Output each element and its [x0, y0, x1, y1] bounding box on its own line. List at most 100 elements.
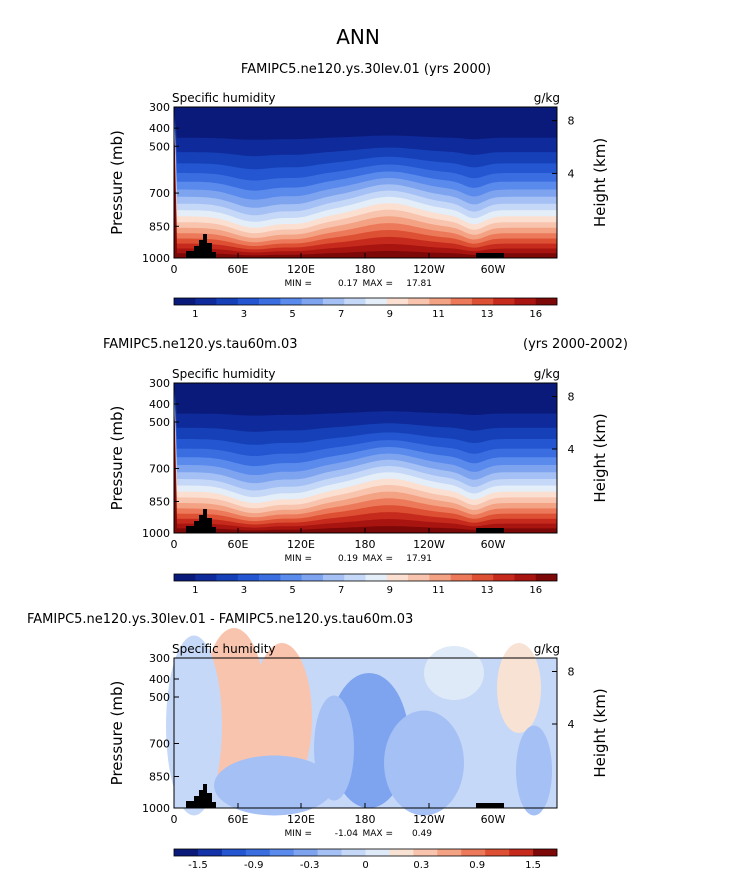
terrain-tibet: [186, 784, 216, 808]
y-right-tick-label: 4: [568, 443, 575, 456]
colorbar-swatch: [413, 849, 438, 856]
x-tick-label: 60E: [228, 263, 249, 276]
min-label: MIN =: [284, 829, 312, 839]
min-value: 0.19: [338, 554, 358, 564]
colorbar-swatch: [280, 298, 302, 305]
y-tick-label: 400: [149, 122, 170, 135]
colorbar-swatch: [429, 574, 451, 581]
y-axis-label: Pressure (mb): [108, 681, 126, 786]
colorbar-swatch: [344, 574, 366, 581]
colorbar-swatch: [365, 574, 388, 581]
x-tick-label: 120E: [287, 813, 315, 826]
colorbar-swatch: [514, 574, 537, 581]
colorbar-tick-label: 0: [362, 860, 368, 871]
colorbar-swatch: [174, 298, 196, 305]
colorbar-swatch: [509, 849, 534, 856]
colorbar-swatch: [197, 849, 223, 856]
colorbar-tick-label: 7: [338, 585, 344, 596]
colorbar-swatch: [174, 574, 196, 581]
colorbar-swatch: [195, 298, 217, 305]
x-tick-label: 180: [355, 538, 376, 551]
colorbar-tick-label: -0.3: [300, 860, 320, 871]
y-tick-label: 1000: [142, 252, 170, 265]
colorbar-tick-label: -1.5: [188, 860, 208, 871]
y-right-tick-label: 8: [568, 115, 575, 128]
colorbar-frame: [173, 297, 558, 306]
colorbar-swatch: [216, 574, 239, 581]
panel-title-right: (yrs 2000-2002): [523, 337, 628, 352]
x-tick-label: 0: [171, 813, 178, 826]
panel-2: FAMIPC5.ne120.ys.tau60m.03 (yrs 2000-2002…: [103, 337, 628, 596]
min-value: 0.17: [338, 279, 358, 289]
y-tick-label: 300: [149, 652, 170, 665]
colorbar-swatch: [437, 849, 462, 856]
y-tick-label: 1000: [142, 527, 170, 540]
contour-band: [174, 383, 557, 416]
colorbar-tick-label: 13: [481, 585, 494, 596]
colorbar-swatch: [365, 298, 388, 305]
units-label: g/kg: [534, 367, 560, 381]
y-tick-label: 850: [149, 771, 170, 784]
y-tick-label: 850: [149, 220, 170, 233]
colorbar-tick-label: 16: [529, 585, 542, 596]
y-tick-label: 400: [149, 673, 170, 686]
y-tick-label: 700: [149, 463, 170, 476]
colorbar-swatch: [317, 849, 342, 856]
colorbar-tick-label: 0.3: [413, 860, 429, 871]
y-axis-right-label: Height (km): [591, 413, 609, 502]
colorbar-swatch: [471, 574, 494, 581]
max-value: 17.91: [406, 554, 432, 564]
colorbar-swatch: [429, 298, 451, 305]
colorbar-tick-label: 11: [432, 585, 445, 596]
y-right-tick-label: 8: [568, 391, 575, 404]
max-value: 0.49: [412, 829, 432, 839]
colorbar-swatch: [221, 849, 247, 856]
colorbar-swatch: [237, 298, 260, 305]
x-tick-label: 180: [355, 263, 376, 276]
x-tick-label: 60W: [481, 813, 506, 826]
terrain-andes: [476, 253, 504, 258]
colorbar-swatch: [461, 849, 486, 856]
contour-region: [252, 643, 312, 793]
colorbar-tick-label: 3: [241, 309, 247, 320]
variable-label: Specific humidity: [172, 367, 276, 381]
colorbar-swatch: [493, 574, 515, 581]
panel-title: FAMIPC5.ne120.ys.30lev.01 (yrs 2000): [241, 62, 491, 77]
colorbar-swatch: [365, 849, 390, 856]
panel-title: FAMIPC5.ne120.ys.30lev.01 - FAMIPC5.ne12…: [27, 612, 413, 627]
min-value: -1.04: [335, 829, 359, 839]
colorbar-swatch: [237, 574, 260, 581]
colorbar-swatch: [450, 298, 473, 305]
terrain-tibet: [186, 234, 216, 258]
x-tick-label: 60W: [481, 538, 506, 551]
colorbar-swatch: [280, 574, 302, 581]
terrain-andes: [476, 528, 504, 533]
colorbar-swatch: [535, 298, 558, 305]
colorbar-swatch: [269, 849, 294, 856]
colorbar-swatch: [493, 298, 515, 305]
x-tick-label: 60E: [228, 813, 249, 826]
panel-title: FAMIPC5.ne120.ys.tau60m.03: [103, 337, 298, 352]
colorbar-tick-label: 9: [387, 585, 393, 596]
contour-region: [384, 710, 464, 816]
variable-label: Specific humidity: [172, 91, 276, 105]
colorbar-tick-label: 7: [338, 309, 344, 320]
y-axis-label: Pressure (mb): [108, 130, 126, 235]
contour-region: [424, 646, 484, 700]
colorbar-swatch: [408, 574, 430, 581]
colorbar-tick-label: 9: [387, 309, 393, 320]
y-axis-right-label: Height (km): [591, 138, 609, 227]
min-label: MIN =: [284, 279, 312, 289]
x-tick-label: 120E: [287, 263, 315, 276]
contour-region: [497, 643, 541, 733]
figure-title: ANN: [336, 25, 380, 49]
y-tick-label: 850: [149, 496, 170, 509]
y-tick-label: 1000: [142, 802, 170, 815]
colorbar-tick-label: 1.5: [525, 860, 541, 871]
colorbar-swatch: [514, 298, 537, 305]
contour-region: [516, 725, 552, 816]
contour-band: [174, 107, 557, 140]
y-tick-label: 400: [149, 398, 170, 411]
colorbar-swatch: [535, 574, 558, 581]
colorbar-swatch: [471, 298, 494, 305]
